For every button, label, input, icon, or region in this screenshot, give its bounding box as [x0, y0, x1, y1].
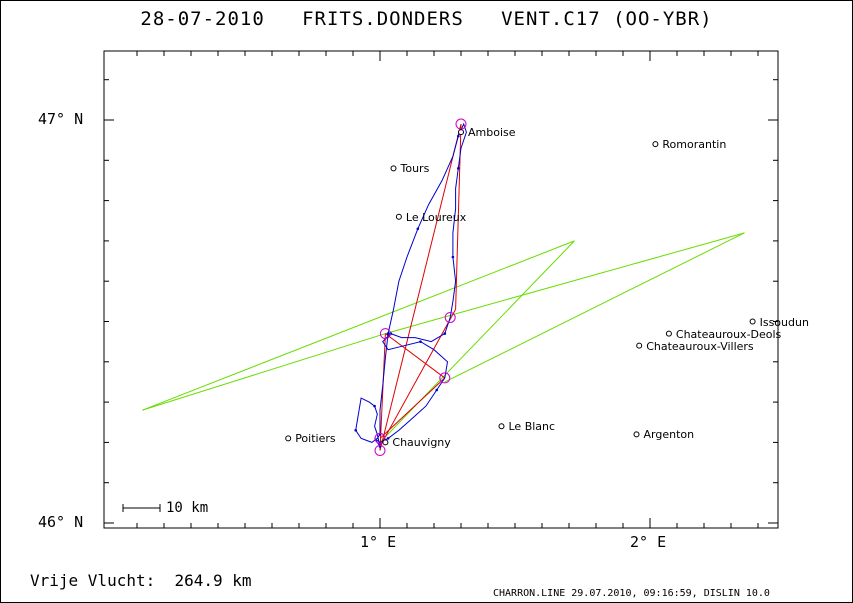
track-fix	[435, 388, 439, 392]
turnpoints	[374, 118, 467, 456]
plot-border	[103, 50, 779, 529]
lat-label: 46° N	[38, 513, 84, 531]
place-marker	[382, 439, 389, 446]
flight-distance: Vrije Vlucht: 264.9 km	[30, 571, 252, 590]
place-label: Tours	[400, 162, 430, 176]
place-label: Le Blanc	[508, 420, 556, 434]
turnpoint-circle	[374, 432, 386, 444]
place-markers	[285, 129, 756, 446]
track-fix	[451, 255, 455, 259]
track-fix	[354, 429, 358, 432]
place-label: Amboise	[468, 126, 516, 140]
place-marker	[458, 129, 464, 136]
axis-ticks	[104, 51, 778, 528]
place-label: Chauvigny	[392, 436, 451, 450]
turnpoint-circle	[379, 328, 391, 340]
turnpoint-circle	[444, 311, 456, 323]
sector-line	[444, 232, 745, 383]
sector-line	[142, 240, 575, 411]
task-line	[379, 333, 386, 451]
lon-label: 1° E	[360, 533, 397, 551]
track-fix	[373, 404, 376, 408]
footer-info: CHARRON.LINE 29.07.2010, 09:16:59, DISLI…	[493, 588, 770, 599]
sector-line	[379, 240, 575, 443]
task-line	[385, 333, 446, 379]
place-label: Issoudun	[759, 315, 809, 329]
turnpoint-circle	[439, 372, 451, 384]
scale-bar-label: 10 km	[166, 500, 209, 516]
page-title: 28-07-2010 FRITS.DONDERS VENT.C17 (OO-YB…	[140, 8, 713, 30]
lat-label: 47° N	[38, 110, 84, 128]
place-marker	[652, 141, 659, 148]
place-marker	[498, 423, 505, 430]
sector-line	[385, 232, 745, 335]
track-fix	[386, 437, 390, 440]
lon-label: 2° E	[630, 533, 667, 551]
task-line	[379, 309, 457, 447]
place-marker	[633, 431, 640, 438]
place-marker	[395, 213, 402, 220]
track-line	[355, 122, 467, 447]
turnpoint-circle	[374, 444, 386, 456]
sector-line	[142, 333, 386, 411]
track-fix	[443, 332, 447, 335]
track-fix	[386, 332, 390, 335]
place-label: Le Loureux	[405, 210, 467, 224]
place-label: Argenton	[643, 428, 695, 442]
turnpoint-circle	[455, 118, 467, 130]
place-label: Chateauroux-Villers	[646, 339, 754, 353]
place-marker	[665, 330, 672, 337]
place-label: Romorantin	[662, 138, 727, 152]
place-marker	[285, 435, 292, 442]
task-line	[379, 123, 462, 451]
task-line	[379, 377, 446, 439]
place-marker	[636, 342, 643, 349]
track-fix	[419, 340, 422, 343]
place-marker	[390, 165, 397, 172]
place-label: Chateauroux-Deols	[675, 327, 782, 341]
track-fix	[457, 167, 460, 170]
place-marker	[749, 318, 756, 325]
track-fix	[416, 227, 420, 231]
sector-lines	[142, 232, 745, 443]
place-label: Poitiers	[295, 432, 336, 446]
track-fix	[457, 134, 460, 138]
